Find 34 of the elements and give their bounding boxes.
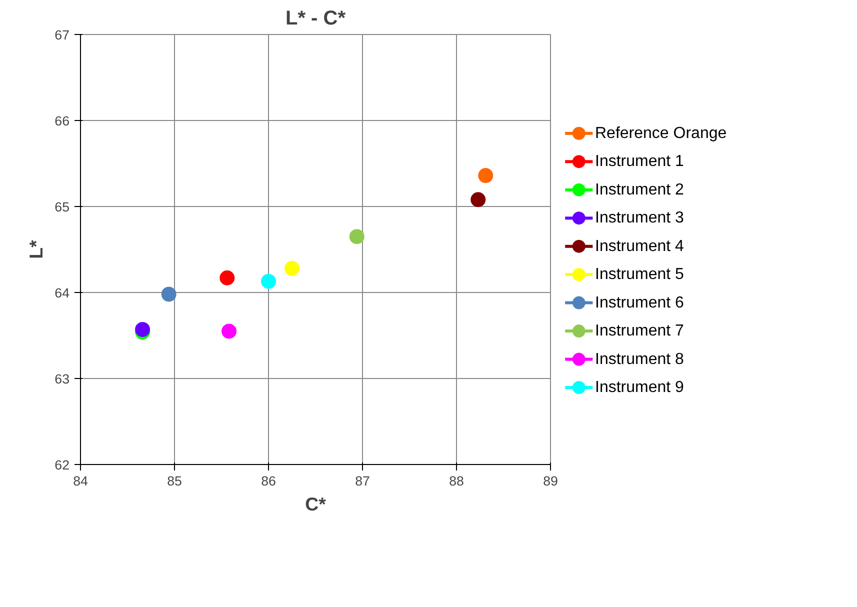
x-tick-label: 84 bbox=[73, 474, 88, 488]
y-tick-label: 62 bbox=[54, 458, 70, 472]
legend-label: Instrument 9 bbox=[595, 379, 684, 396]
point bbox=[284, 260, 300, 276]
x-tick-label: 88 bbox=[449, 474, 464, 488]
point bbox=[222, 324, 237, 339]
legend-label: Instrument 4 bbox=[595, 238, 684, 255]
x-tick-label: 87 bbox=[355, 474, 370, 488]
point bbox=[161, 286, 176, 302]
x-tick-label: 85 bbox=[167, 474, 182, 488]
y-tick-label: 65 bbox=[54, 200, 70, 214]
x-tick-label: 89 bbox=[543, 474, 558, 488]
legend-label: Instrument 5 bbox=[595, 266, 684, 284]
x-axis-title: C* bbox=[305, 494, 327, 514]
point bbox=[349, 229, 364, 244]
y-axis-title: L* bbox=[26, 239, 47, 259]
point bbox=[261, 274, 276, 289]
legend-label: Instrument 6 bbox=[595, 294, 684, 312]
legend-label: Instrument 8 bbox=[595, 350, 684, 368]
legend-label: Instrument 3 bbox=[595, 210, 684, 227]
y-tick-label: 63 bbox=[54, 372, 70, 386]
y-tick-label: 67 bbox=[54, 28, 70, 42]
point bbox=[135, 322, 150, 337]
chart-title: L* - C* bbox=[286, 8, 346, 30]
y-tick-label: 64 bbox=[54, 286, 70, 300]
x-tick-label: 86 bbox=[261, 474, 276, 488]
legend-label: Reference Orange bbox=[595, 124, 727, 142]
y-tick-label: 66 bbox=[54, 114, 70, 128]
legend-label: Instrument 2 bbox=[595, 181, 684, 198]
point bbox=[220, 270, 235, 286]
point bbox=[478, 168, 494, 184]
legend-label: Instrument 7 bbox=[595, 322, 684, 340]
point bbox=[470, 192, 486, 208]
legend-label: Instrument 1 bbox=[595, 153, 684, 170]
